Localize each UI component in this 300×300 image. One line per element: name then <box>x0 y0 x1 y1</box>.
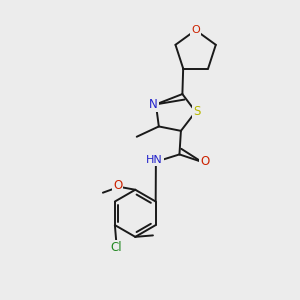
Text: HN: HN <box>146 155 163 165</box>
Text: N: N <box>149 98 158 111</box>
Text: O: O <box>191 25 200 35</box>
Text: Cl: Cl <box>110 241 122 254</box>
Text: O: O <box>113 179 122 192</box>
Text: O: O <box>200 155 210 168</box>
Text: S: S <box>194 105 201 118</box>
